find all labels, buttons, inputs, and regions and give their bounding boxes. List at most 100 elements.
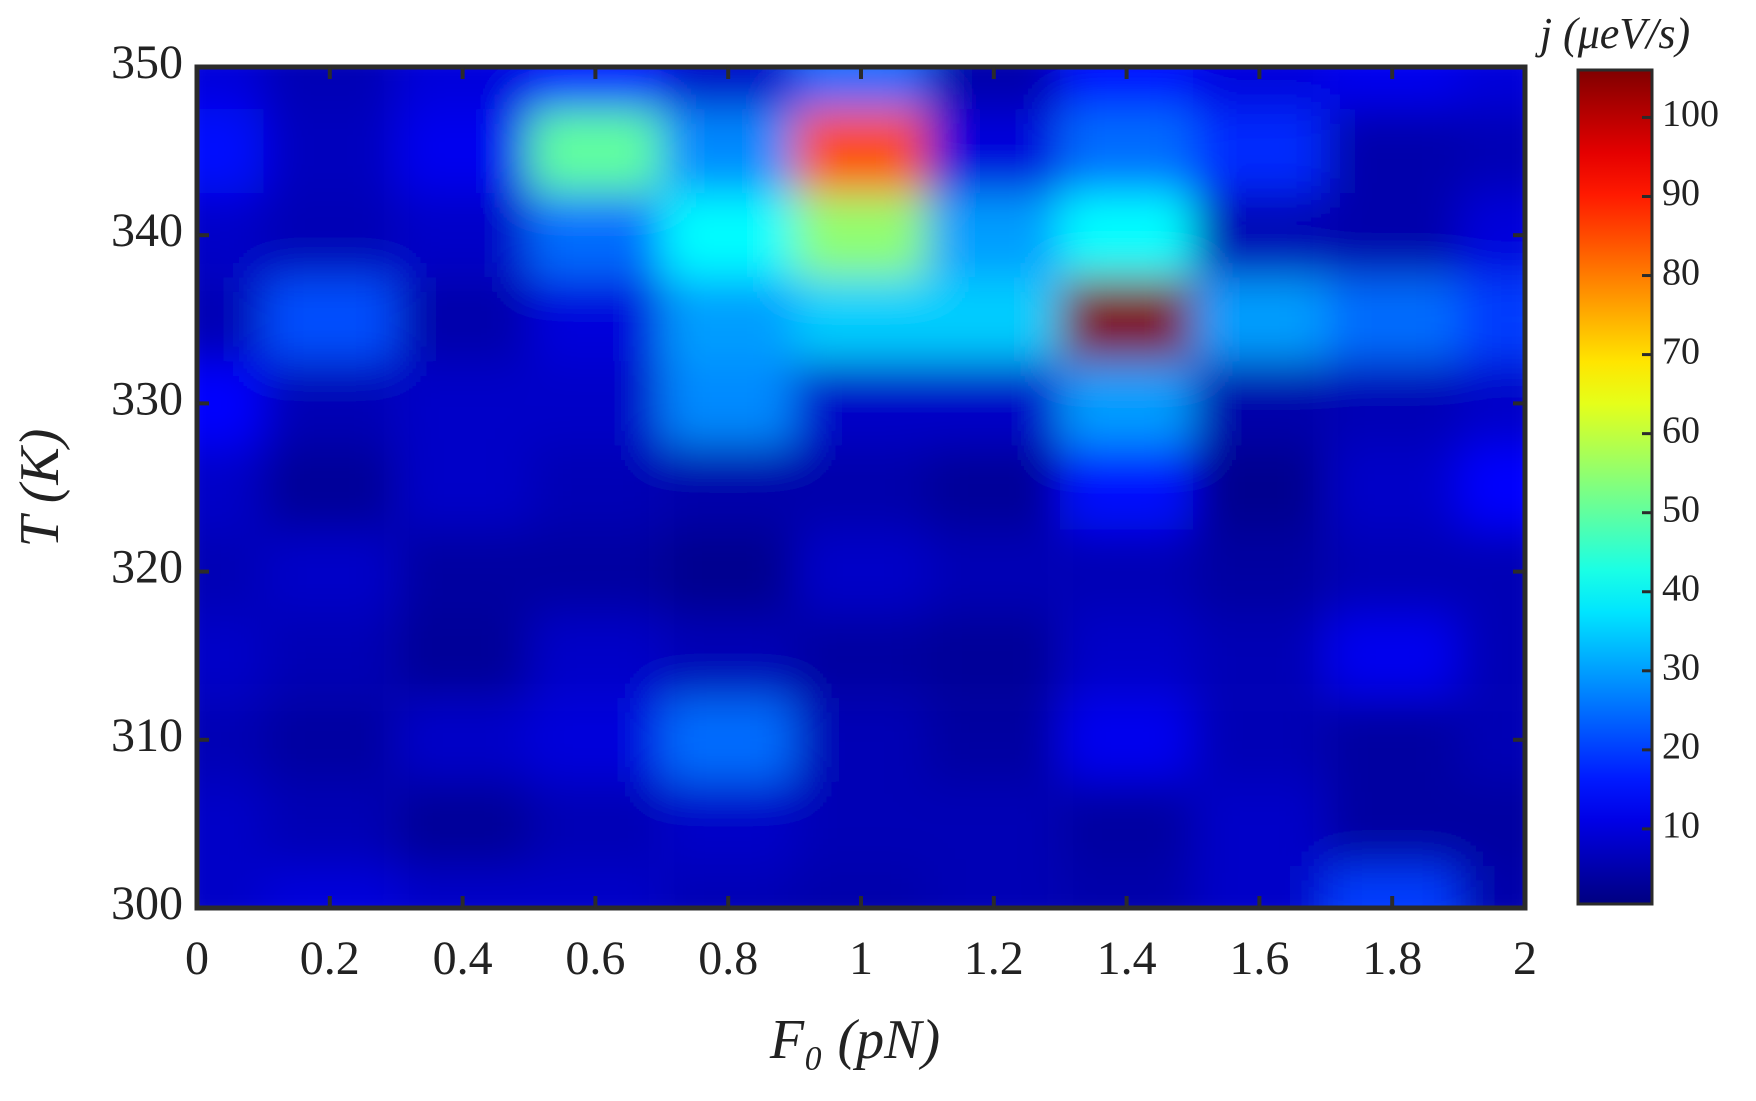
heat-cell bbox=[1458, 613, 1525, 698]
heat-cell bbox=[794, 781, 928, 866]
heat-cell bbox=[927, 361, 1061, 446]
heat-cell bbox=[1193, 781, 1326, 866]
heat-cell bbox=[529, 445, 662, 530]
heat-cell bbox=[263, 109, 397, 194]
heat-cell bbox=[1458, 277, 1525, 362]
heat-cell bbox=[1458, 193, 1525, 278]
heat-cell bbox=[197, 67, 264, 110]
heat-cell bbox=[1060, 613, 1193, 698]
heat-cell bbox=[1060, 697, 1193, 782]
heat-cell bbox=[1325, 613, 1459, 698]
heat-cell bbox=[263, 277, 397, 362]
heat-cell bbox=[396, 361, 529, 446]
heat-cell bbox=[1193, 445, 1326, 530]
y-tick-label: 320 bbox=[111, 541, 183, 594]
x-tick-label: 1.8 bbox=[1362, 932, 1422, 985]
heat-cell bbox=[197, 109, 264, 194]
heat-cell bbox=[529, 361, 662, 446]
heat-cell bbox=[1193, 361, 1326, 446]
y-tick-label: 310 bbox=[111, 709, 183, 762]
heat-cell bbox=[1458, 529, 1525, 614]
heat-cell bbox=[1193, 277, 1326, 362]
x-tick-label: 1 bbox=[849, 932, 873, 985]
y-tick-label: 330 bbox=[111, 372, 183, 425]
heat-cell bbox=[1325, 445, 1459, 530]
heat-cell bbox=[1060, 361, 1193, 446]
y-tick-label: 350 bbox=[111, 36, 183, 89]
heat-cell bbox=[396, 277, 529, 362]
heat-cell bbox=[1193, 193, 1326, 278]
heat-cell bbox=[396, 613, 529, 698]
heat-cell bbox=[529, 277, 662, 362]
heat-cell bbox=[396, 781, 529, 866]
heat-cell bbox=[1193, 529, 1326, 614]
heat-cell bbox=[794, 613, 928, 698]
heat-cell bbox=[1458, 781, 1525, 866]
x-tick-label: 0 bbox=[185, 932, 209, 985]
x-tick-label: 0.8 bbox=[698, 932, 758, 985]
heat-cell bbox=[263, 697, 397, 782]
heat-cell bbox=[661, 781, 795, 866]
heat-cell bbox=[1325, 277, 1459, 362]
heat-cell bbox=[1325, 697, 1459, 782]
heat-cell bbox=[197, 277, 264, 362]
heat-cell bbox=[661, 193, 795, 278]
y-tick-label: 340 bbox=[111, 204, 183, 257]
colorbar-tick-label: 60 bbox=[1662, 409, 1700, 451]
heat-cell bbox=[396, 445, 529, 530]
x-tick-label: 1.6 bbox=[1229, 932, 1289, 985]
x-tick-label: 0.4 bbox=[433, 932, 493, 985]
colorbar-tick-label: 20 bbox=[1662, 726, 1700, 768]
y-tick-label: 300 bbox=[111, 877, 183, 930]
colorbar-tick-label: 90 bbox=[1662, 172, 1700, 214]
heat-cell bbox=[1060, 529, 1193, 614]
heat-cell bbox=[1325, 109, 1459, 194]
heat-cell bbox=[1458, 109, 1525, 194]
colorbar-tick-label: 10 bbox=[1662, 805, 1700, 847]
heat-cell bbox=[197, 865, 264, 908]
heat-cell bbox=[1458, 67, 1525, 110]
heat-cell bbox=[529, 781, 662, 866]
heat-cell bbox=[1060, 277, 1193, 362]
heat-cell bbox=[927, 109, 1061, 194]
heat-cell bbox=[263, 193, 397, 278]
heat-cell bbox=[661, 277, 795, 362]
heat-cell bbox=[927, 697, 1061, 782]
heat-cell bbox=[1458, 361, 1525, 446]
x-tick-label: 1.4 bbox=[1097, 932, 1157, 985]
heat-cell bbox=[1458, 445, 1525, 530]
heat-cell bbox=[927, 613, 1061, 698]
heat-cell bbox=[794, 361, 928, 446]
colorbar-tick-label: 50 bbox=[1662, 488, 1700, 530]
x-tick-label: 1.2 bbox=[964, 932, 1024, 985]
heat-cell bbox=[197, 781, 264, 866]
heat-cell bbox=[529, 697, 662, 782]
heat-cell bbox=[263, 613, 397, 698]
heat-cell bbox=[794, 277, 928, 362]
heat-cell bbox=[661, 361, 795, 446]
heat-cell bbox=[794, 697, 928, 782]
heat-cell bbox=[396, 109, 529, 194]
heat-cell bbox=[927, 193, 1061, 278]
heat-cell bbox=[1325, 529, 1459, 614]
heat-cell bbox=[529, 529, 662, 614]
heat-cell bbox=[1060, 193, 1193, 278]
heat-cell bbox=[1193, 613, 1326, 698]
heat-cell bbox=[1193, 109, 1326, 194]
colorbar-label: j (μeV/s) bbox=[1535, 9, 1690, 58]
heat-cell bbox=[794, 445, 928, 530]
heat-cell bbox=[197, 613, 264, 698]
colorbar bbox=[1576, 68, 1654, 906]
heat-cell bbox=[927, 445, 1061, 530]
heat-cell bbox=[927, 529, 1061, 614]
heat-cell bbox=[197, 445, 264, 530]
colorbar-tick-label: 80 bbox=[1662, 251, 1700, 293]
heat-cell bbox=[1458, 865, 1525, 908]
heat-cell bbox=[661, 445, 795, 530]
heat-cell bbox=[927, 277, 1061, 362]
heat-cell bbox=[927, 781, 1061, 866]
heat-cell bbox=[263, 445, 397, 530]
heat-cell bbox=[661, 613, 795, 698]
heat-cell bbox=[1060, 781, 1193, 866]
